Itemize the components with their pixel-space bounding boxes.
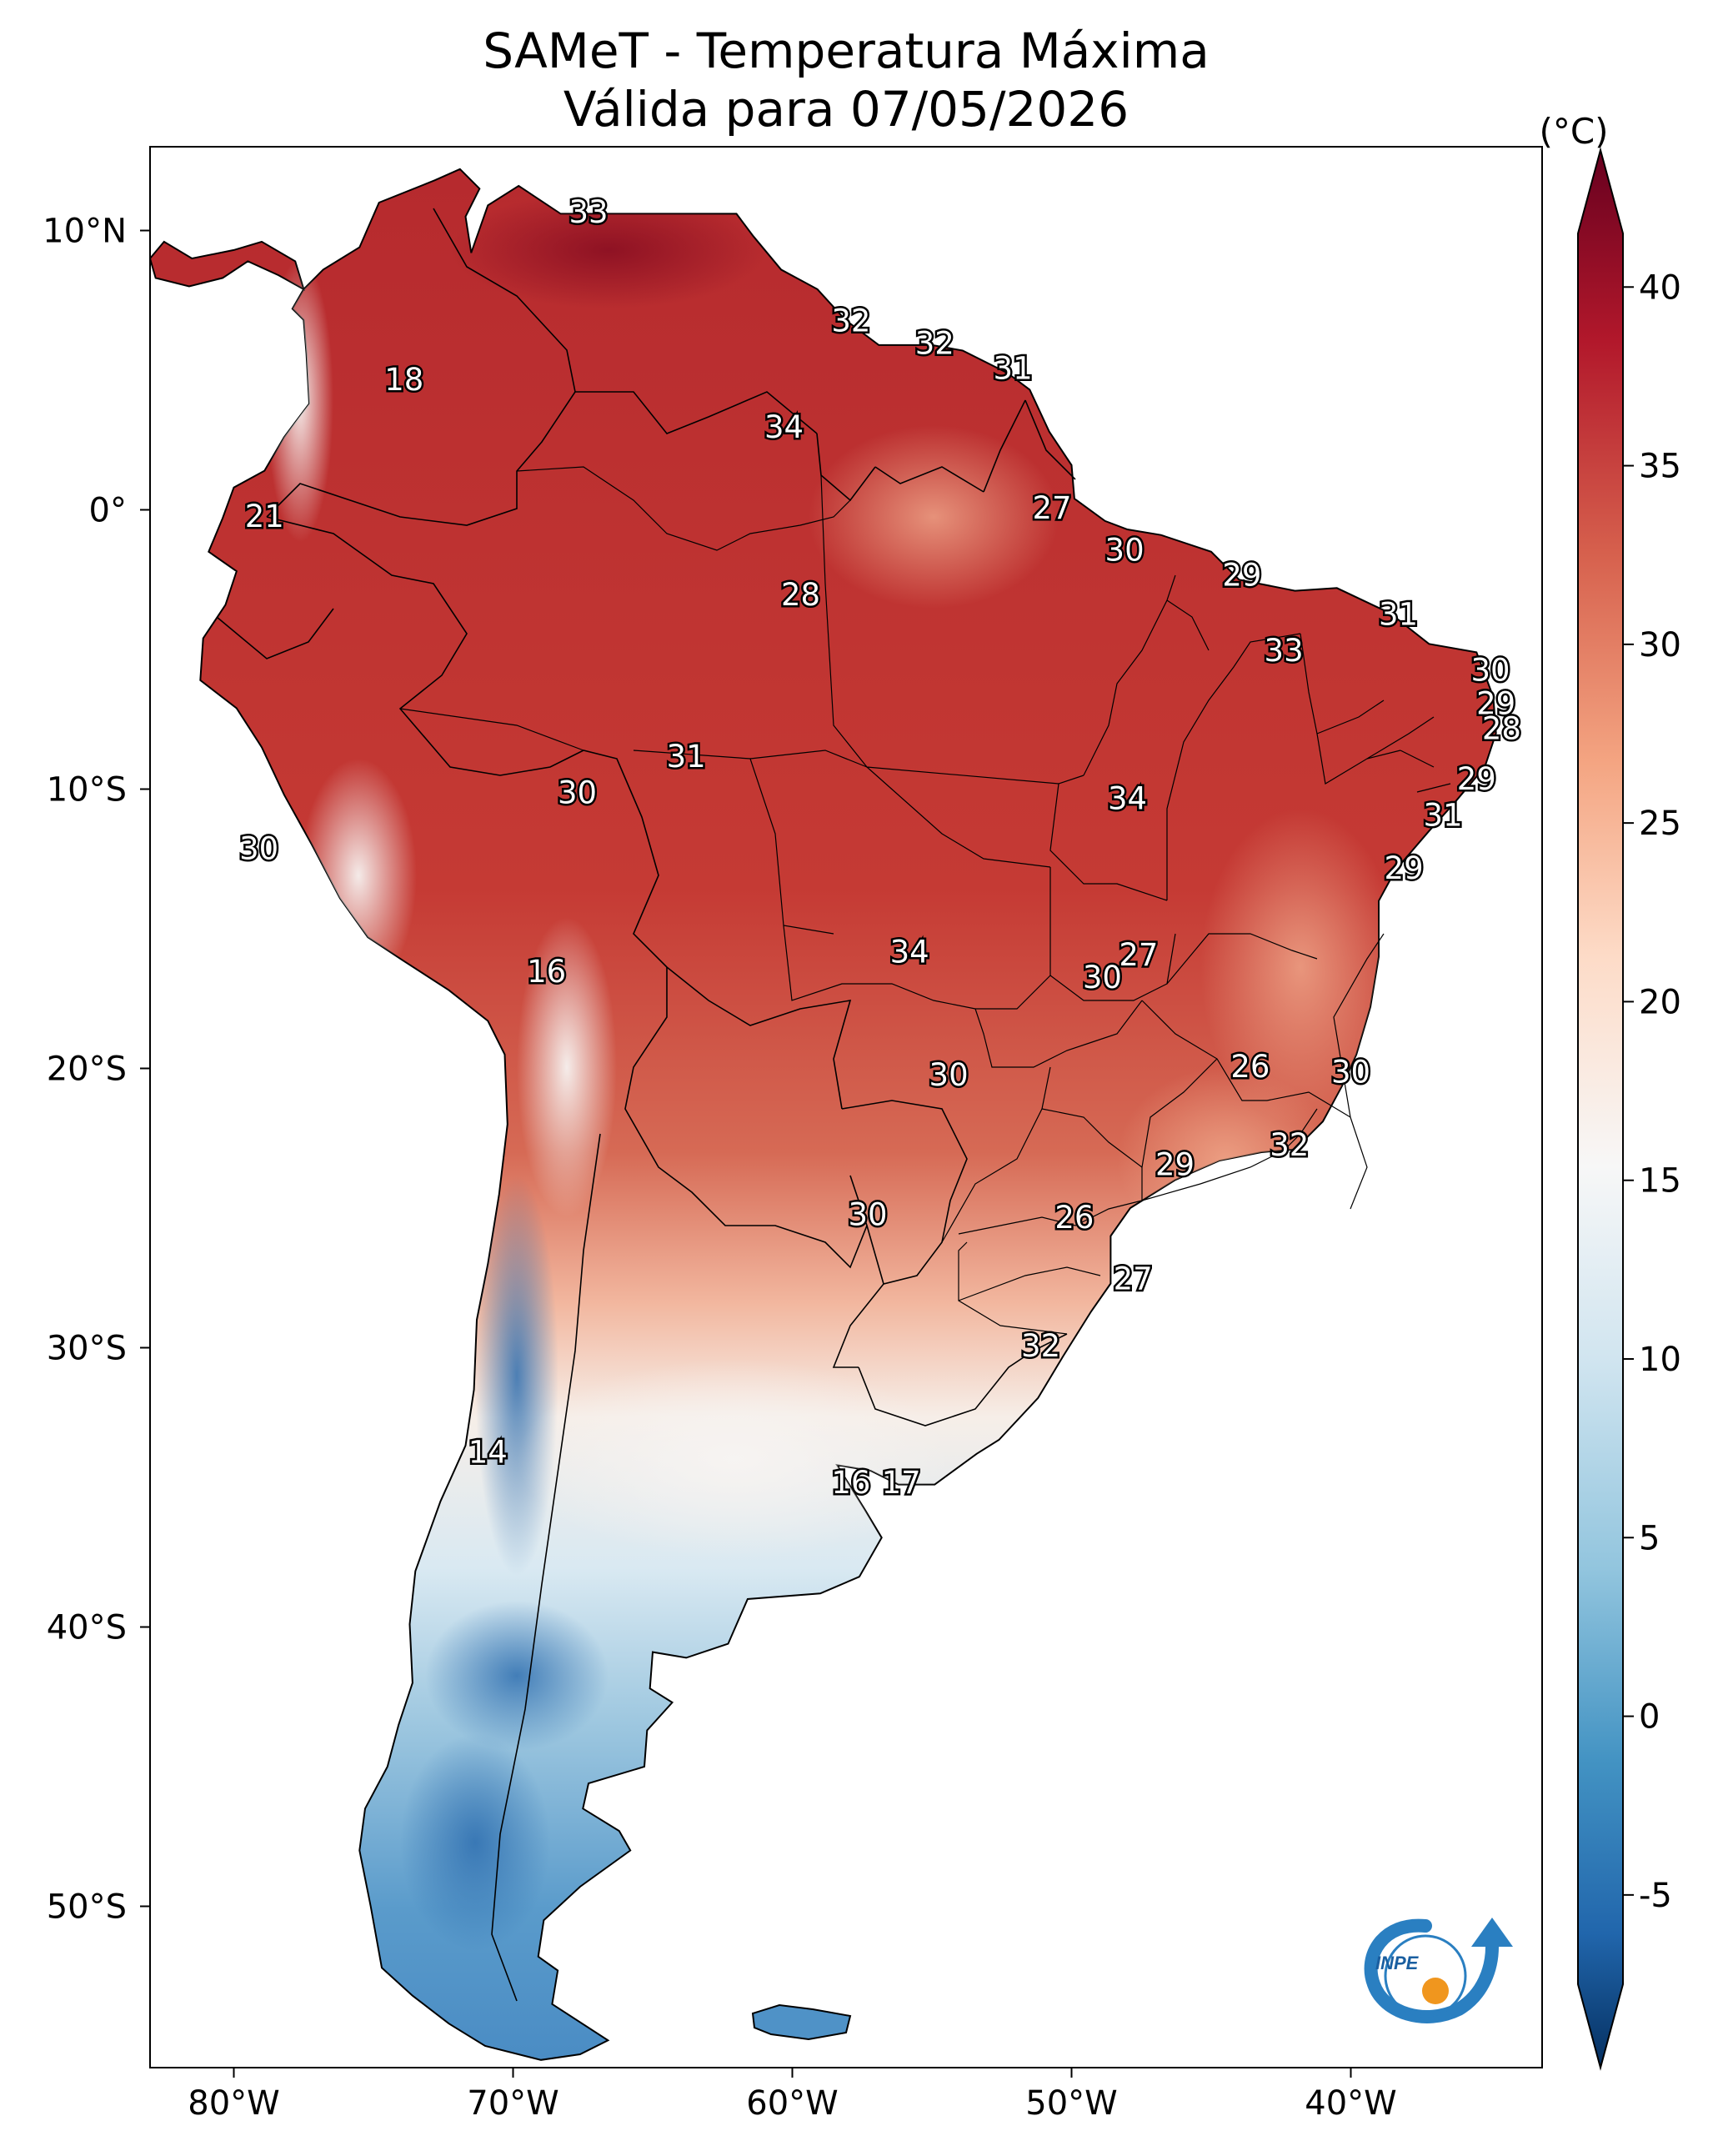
lat-tick-label: 50°S [47, 1888, 127, 1927]
temperature-value: 30 [929, 1057, 969, 1093]
temperature-value: 33 [1265, 633, 1304, 669]
temperature-value: 31 [1379, 596, 1418, 632]
temperature-value: 29 [1385, 850, 1424, 886]
temperature-value: 27 [1114, 1261, 1153, 1297]
temperature-value: 31 [1423, 798, 1462, 834]
temperature-value: 29 [1222, 557, 1261, 593]
logo-sun-icon [1422, 1978, 1449, 2004]
colorbar-tick-label: 40 [1639, 268, 1681, 307]
temperature-value: 27 [1119, 937, 1158, 973]
temperature-value: 34 [1108, 780, 1147, 816]
temperature-value: 30 [1331, 1055, 1370, 1091]
colorbar-tick-label: 0 [1639, 1698, 1660, 1737]
colorbar-tick-label: 5 [1639, 1519, 1660, 1557]
colorbar: (°C) 40 35 30 25 20 15 10 5 0 -5 [1539, 111, 1681, 2071]
temperature-value: 31 [994, 351, 1033, 387]
temperature-value: 30 [1470, 652, 1510, 688]
colorbar-tick-label: 30 [1639, 626, 1681, 664]
temperature-value: 30 [558, 775, 597, 811]
lat-tick-label: 10°N [43, 213, 127, 251]
temperature-value: 28 [781, 577, 820, 613]
temperature-value: 16 [831, 1465, 870, 1501]
temperature-value: 32 [915, 325, 954, 361]
falkland-islands [751, 2003, 852, 2041]
title-line-1: SAMeT - Temperatura Máxima [483, 23, 1210, 79]
temperature-value: 34 [764, 409, 804, 445]
temperature-value: 30 [1105, 532, 1144, 568]
colorbar-tick-label: 25 [1639, 805, 1681, 843]
temperature-value: 27 [1032, 490, 1071, 526]
lat-tick-label: 40°S [47, 1609, 127, 1647]
temperature-value: 30 [239, 831, 278, 867]
lat-tick-label: 30°S [47, 1330, 127, 1368]
colorbar-bar [1577, 147, 1624, 2071]
lat-tick-label: 20°S [47, 1050, 127, 1089]
temperature-value: 18 [384, 362, 423, 398]
logo-arrow-icon [1471, 1918, 1513, 1947]
colorbar-tick-label: -5 [1639, 1877, 1672, 1915]
longitude-axis: 80°W 70°W 60°W 50°W 40°W [188, 2068, 1397, 2123]
temperature-value: 29 [1476, 686, 1515, 722]
temperature-value: 30 [848, 1197, 887, 1233]
title-line-2: Válida para 07/05/2026 [563, 81, 1129, 138]
temperature-value: 26 [1054, 1200, 1094, 1236]
colorbar-ticks: 40 35 30 25 20 15 10 5 0 -5 [1623, 268, 1681, 1915]
state-borders [399, 466, 1451, 1335]
lon-tick-label: 60°W [746, 2084, 838, 2123]
temperature-value: 29 [1155, 1146, 1195, 1182]
temperature-value: 29 [1457, 761, 1496, 797]
logo-swirl-icon [1364, 1918, 1499, 2023]
colorbar-tick-label: 35 [1639, 448, 1681, 486]
temperature-value: 34 [890, 935, 929, 970]
colorbar-tick-label: 10 [1639, 1341, 1681, 1379]
temperature-value: 32 [1270, 1127, 1309, 1163]
temperature-value: 17 [882, 1465, 921, 1501]
latitude-axis: 10°N 0° 10°S 20°S 30°S 40°S 50°S [43, 213, 150, 1927]
lon-tick-label: 40°W [1305, 2084, 1396, 2123]
logo-text: INPE [1375, 1953, 1420, 1973]
colorbar-unit: (°C) [1539, 111, 1608, 152]
inpe-logo: INPE [1364, 1918, 1513, 2023]
lat-tick-label: 0° [89, 492, 127, 530]
colorbar-tick-label: 15 [1639, 1162, 1681, 1201]
map-title: SAMeT - Temperatura Máxima Válida para 0… [150, 22, 1542, 138]
temperature-value: 14 [468, 1434, 508, 1470]
temperature-value: 28 [1482, 711, 1521, 747]
country-borders [216, 208, 1076, 2002]
lon-tick-label: 70°W [467, 2084, 558, 2123]
temperature-value: 16 [527, 954, 566, 990]
temperature-value: 30 [1083, 960, 1122, 995]
continent-land [148, 168, 1497, 2061]
lon-tick-label: 50°W [1025, 2084, 1117, 2123]
lon-tick-label: 80°W [188, 2084, 279, 2123]
temperature-value: 31 [667, 739, 706, 775]
temperature-value: 32 [1021, 1328, 1060, 1364]
temperature-value: 21 [245, 499, 284, 534]
temperature-value: 33 [568, 194, 608, 230]
lat-tick-label: 10°S [47, 771, 127, 810]
logo-orbit-icon [1384, 1934, 1467, 2018]
colorbar-tick-label: 20 [1639, 983, 1681, 1021]
temperature-value: 26 [1230, 1049, 1270, 1085]
temperature-value: 32 [831, 303, 870, 339]
